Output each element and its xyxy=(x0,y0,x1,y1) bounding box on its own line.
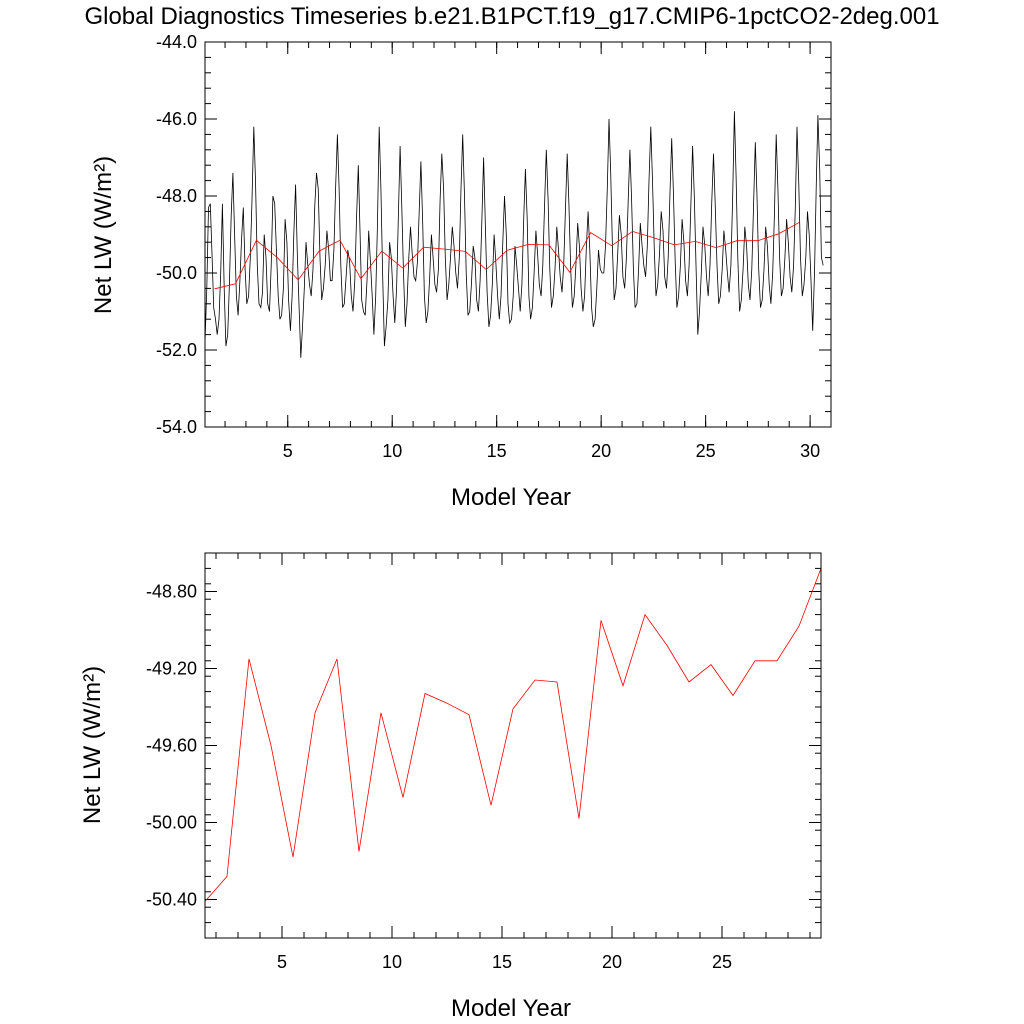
bottom-panel-series xyxy=(204,568,822,902)
x-tick-label: 20 xyxy=(602,952,622,972)
bottom-panel-tick-labels: 5 10 15 20 25 -50.40 -50.00 -49.60 -49.20 -48.80 xyxy=(146,582,732,973)
y-tick-label: -49.20 xyxy=(146,659,197,679)
bottom-panel-major-ticks xyxy=(205,553,821,938)
bottom-panel-xlabel: Model Year xyxy=(451,995,571,1022)
y-tick-label: -46.0 xyxy=(156,109,197,129)
x-tick-label: 5 xyxy=(283,441,293,461)
bottom-panel: 5 10 15 20 25-50.40-50.00-49.60-49.20-48.80 … xyxy=(79,552,822,1022)
top-panel: 5 10 15 20 25 30 -54.0 -52.0 -50.0 -48.0 -46.0 -44.… xyxy=(90,32,832,511)
series-line-1 xyxy=(214,221,800,290)
x-tick-label: 10 xyxy=(382,441,402,461)
x-tick-label: 10 xyxy=(382,952,402,972)
bottom-panel-frame xyxy=(204,552,822,939)
bottom-panel-minor-ticks xyxy=(205,552,821,939)
x-tick-label: 5 xyxy=(277,952,287,972)
series-line-0 xyxy=(204,111,824,358)
y-tick-label: -50.0 xyxy=(156,263,197,283)
x-tick-label: 25 xyxy=(696,441,716,461)
x-tick-label: 15 xyxy=(487,441,507,461)
y-tick-label: -50.40 xyxy=(146,890,197,910)
series-line-0 xyxy=(204,568,822,902)
x-tick-label: 15 xyxy=(492,952,512,972)
y-tick-label: -54.0 xyxy=(156,417,197,437)
y-tick-label: -50.00 xyxy=(146,813,197,833)
top-panel-series xyxy=(204,111,824,358)
bottom-panel-ylabel: Net LW (W/m²) xyxy=(79,666,106,824)
y-tick-label: -52.0 xyxy=(156,340,197,360)
top-panel-xlabel: Model Year xyxy=(451,484,571,511)
top-panel-frame xyxy=(204,41,832,428)
chart-title: Global Diagnostics Timeseries b.e21.B1PC… xyxy=(84,3,939,30)
top-panel-tick-labels: 5 10 15 20 25 30 -54.0 -52.0 -50.0 -48.0 -46.0 -44.… xyxy=(156,32,820,461)
y-tick-label: -48.0 xyxy=(156,186,197,206)
x-tick-label: 25 xyxy=(712,952,732,972)
x-tick-label: 20 xyxy=(591,441,611,461)
x-tick-label: 30 xyxy=(800,441,820,461)
top-panel-ylabel: Net LW (W/m²) xyxy=(90,156,117,314)
y-tick-label: -44.0 xyxy=(156,32,197,52)
y-tick-label: -49.60 xyxy=(146,736,197,756)
top-panel-major-ticks xyxy=(205,41,831,428)
y-tick-label: -48.80 xyxy=(146,582,197,602)
